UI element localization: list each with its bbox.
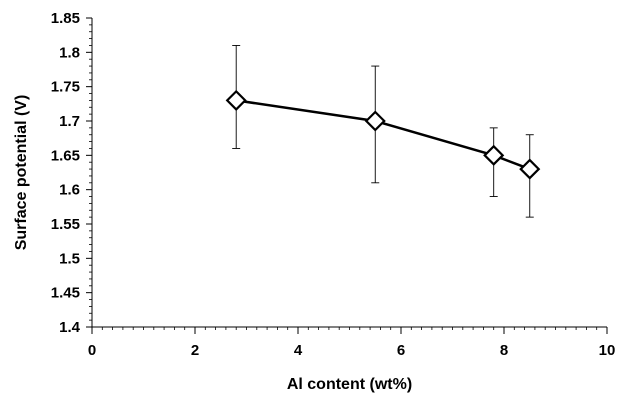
data-point [225, 89, 247, 111]
y-tick-label: 1.65 [51, 147, 80, 164]
y-tick-label: 1.75 [51, 79, 80, 96]
y-tick-label: 1.6 [59, 182, 80, 199]
x-tick-label: 8 [500, 342, 508, 359]
y-tick-label: 1.8 [59, 44, 80, 61]
y-tick-label: 1.45 [51, 285, 80, 302]
y-tick-label: 1.7 [59, 113, 80, 130]
markers [225, 89, 541, 180]
ticks: 0 2 4 6 8 10 1.4 1.45 1.5 1.55 1.6 1.65 1.7 1.75 1.8 1.… [51, 10, 616, 359]
y-axis-title: Surface potential (V) [13, 95, 30, 251]
y-tick-label: 1.55 [51, 216, 80, 233]
data-point [483, 144, 505, 166]
series-line-group [236, 99, 531, 171]
x-tick-label: 2 [191, 342, 199, 359]
x-tick-label: 4 [294, 342, 303, 359]
x-axis-title: Al content (wt%) [287, 376, 412, 393]
x-tick-label: 10 [599, 342, 616, 359]
x-tick-label: 0 [88, 342, 96, 359]
error-bars [232, 45, 534, 218]
y-tick-label: 1.5 [59, 250, 80, 267]
x-tick-label: 6 [397, 342, 405, 359]
data-point [364, 110, 386, 132]
data-point [519, 158, 541, 180]
y-tick-label: 1.4 [59, 319, 81, 336]
y-tick-label: 1.85 [51, 10, 80, 27]
series-line [236, 99, 531, 171]
